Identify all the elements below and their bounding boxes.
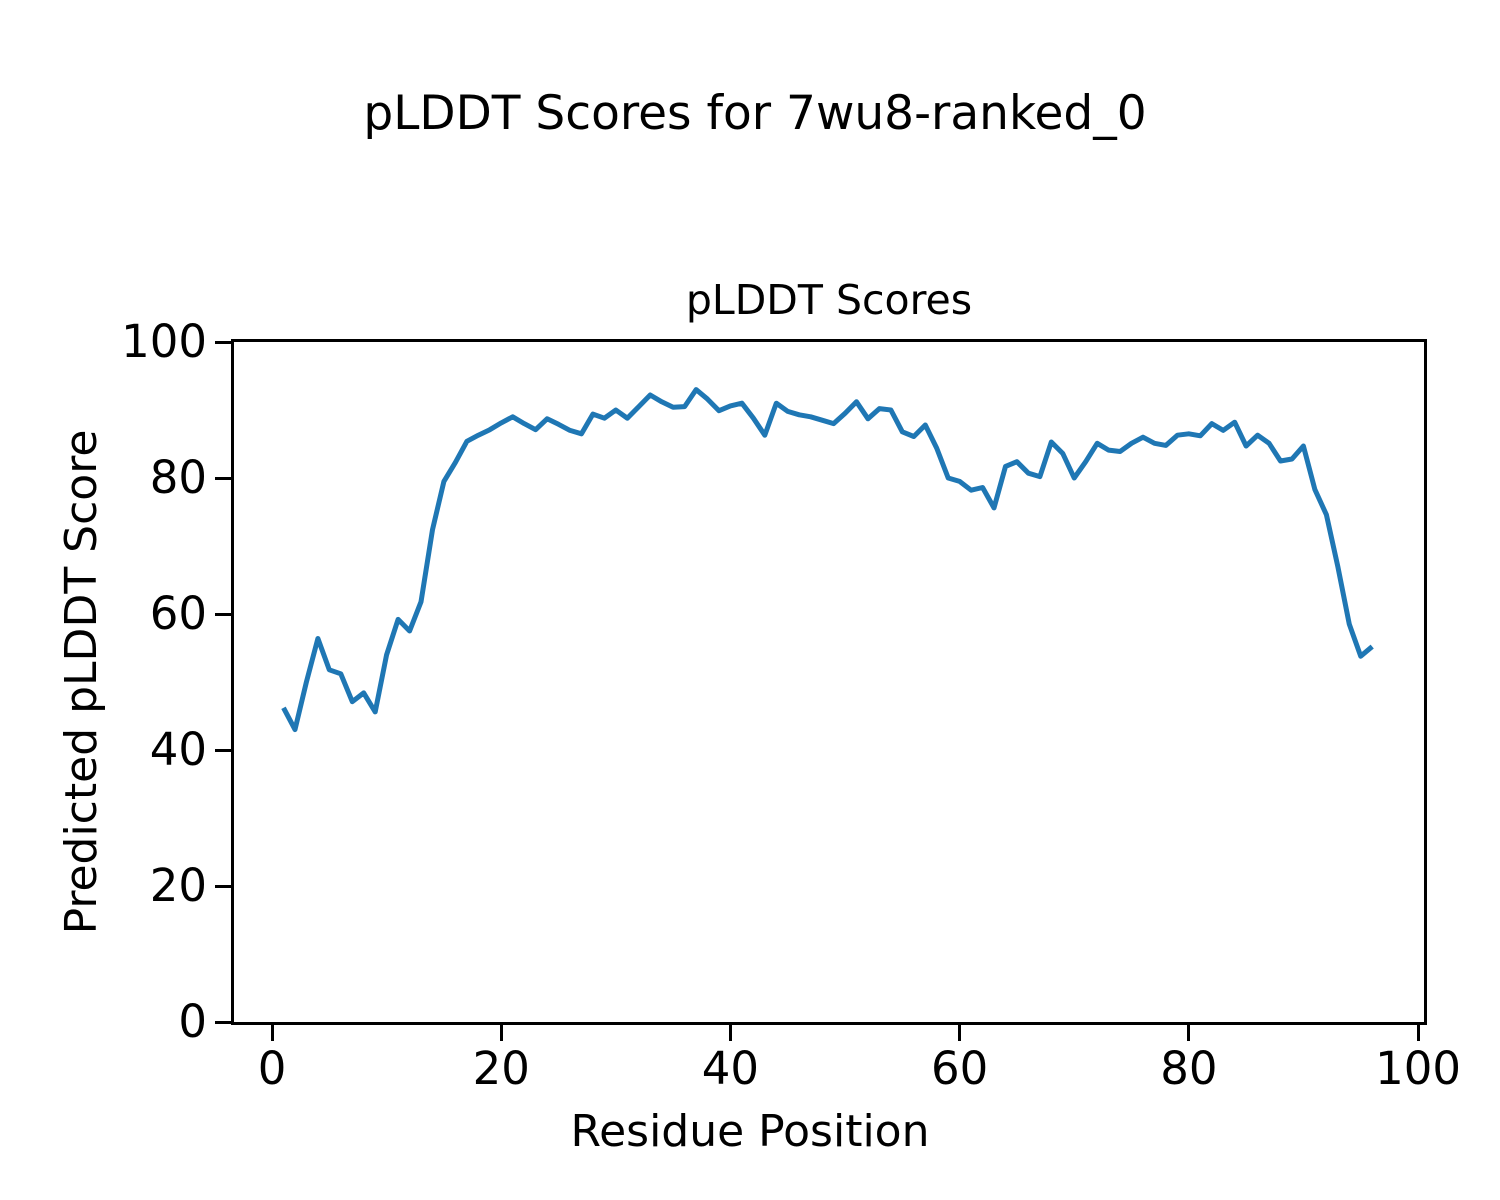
y-tick-label: 100 xyxy=(121,315,207,368)
x-tick-label: 20 xyxy=(472,1042,530,1095)
x-tick-mark xyxy=(270,1025,274,1041)
y-tick-mark xyxy=(215,612,231,616)
y-tick-mark xyxy=(215,1020,231,1024)
x-tick-mark xyxy=(728,1025,732,1041)
x-tick-label: 0 xyxy=(257,1042,287,1095)
x-tick-mark xyxy=(1187,1025,1191,1041)
x-tick-label: 40 xyxy=(701,1042,760,1095)
y-tick-mark xyxy=(215,884,231,888)
y-tick-label: 60 xyxy=(149,587,207,640)
y-tick-label: 80 xyxy=(149,451,207,504)
y-tick-label: 0 xyxy=(178,995,207,1048)
x-tick-label: 100 xyxy=(1375,1042,1461,1095)
y-tick-mark xyxy=(215,340,231,344)
y-tick-mark xyxy=(215,476,231,480)
x-axis-label: Residue Position xyxy=(570,1106,930,1157)
x-tick-mark xyxy=(1416,1025,1420,1041)
x-tick-label: 60 xyxy=(931,1042,989,1095)
y-tick-mark xyxy=(215,748,231,752)
y-tick-label: 40 xyxy=(149,723,207,776)
x-tick-mark xyxy=(958,1025,962,1041)
plot-area xyxy=(231,339,1427,1025)
x-tick-label: 80 xyxy=(1160,1042,1218,1095)
figure-title: pLDDT Scores for 7wu8-ranked_0 xyxy=(363,86,1147,141)
axes-title: pLDDT Scores xyxy=(685,276,973,324)
y-tick-label: 20 xyxy=(149,859,207,912)
x-tick-mark xyxy=(499,1025,503,1041)
plddt-line-series xyxy=(281,387,1374,733)
plddt-line-chart xyxy=(281,387,1374,733)
y-axis-label-text: Predicted pLDDT Score xyxy=(56,429,107,935)
